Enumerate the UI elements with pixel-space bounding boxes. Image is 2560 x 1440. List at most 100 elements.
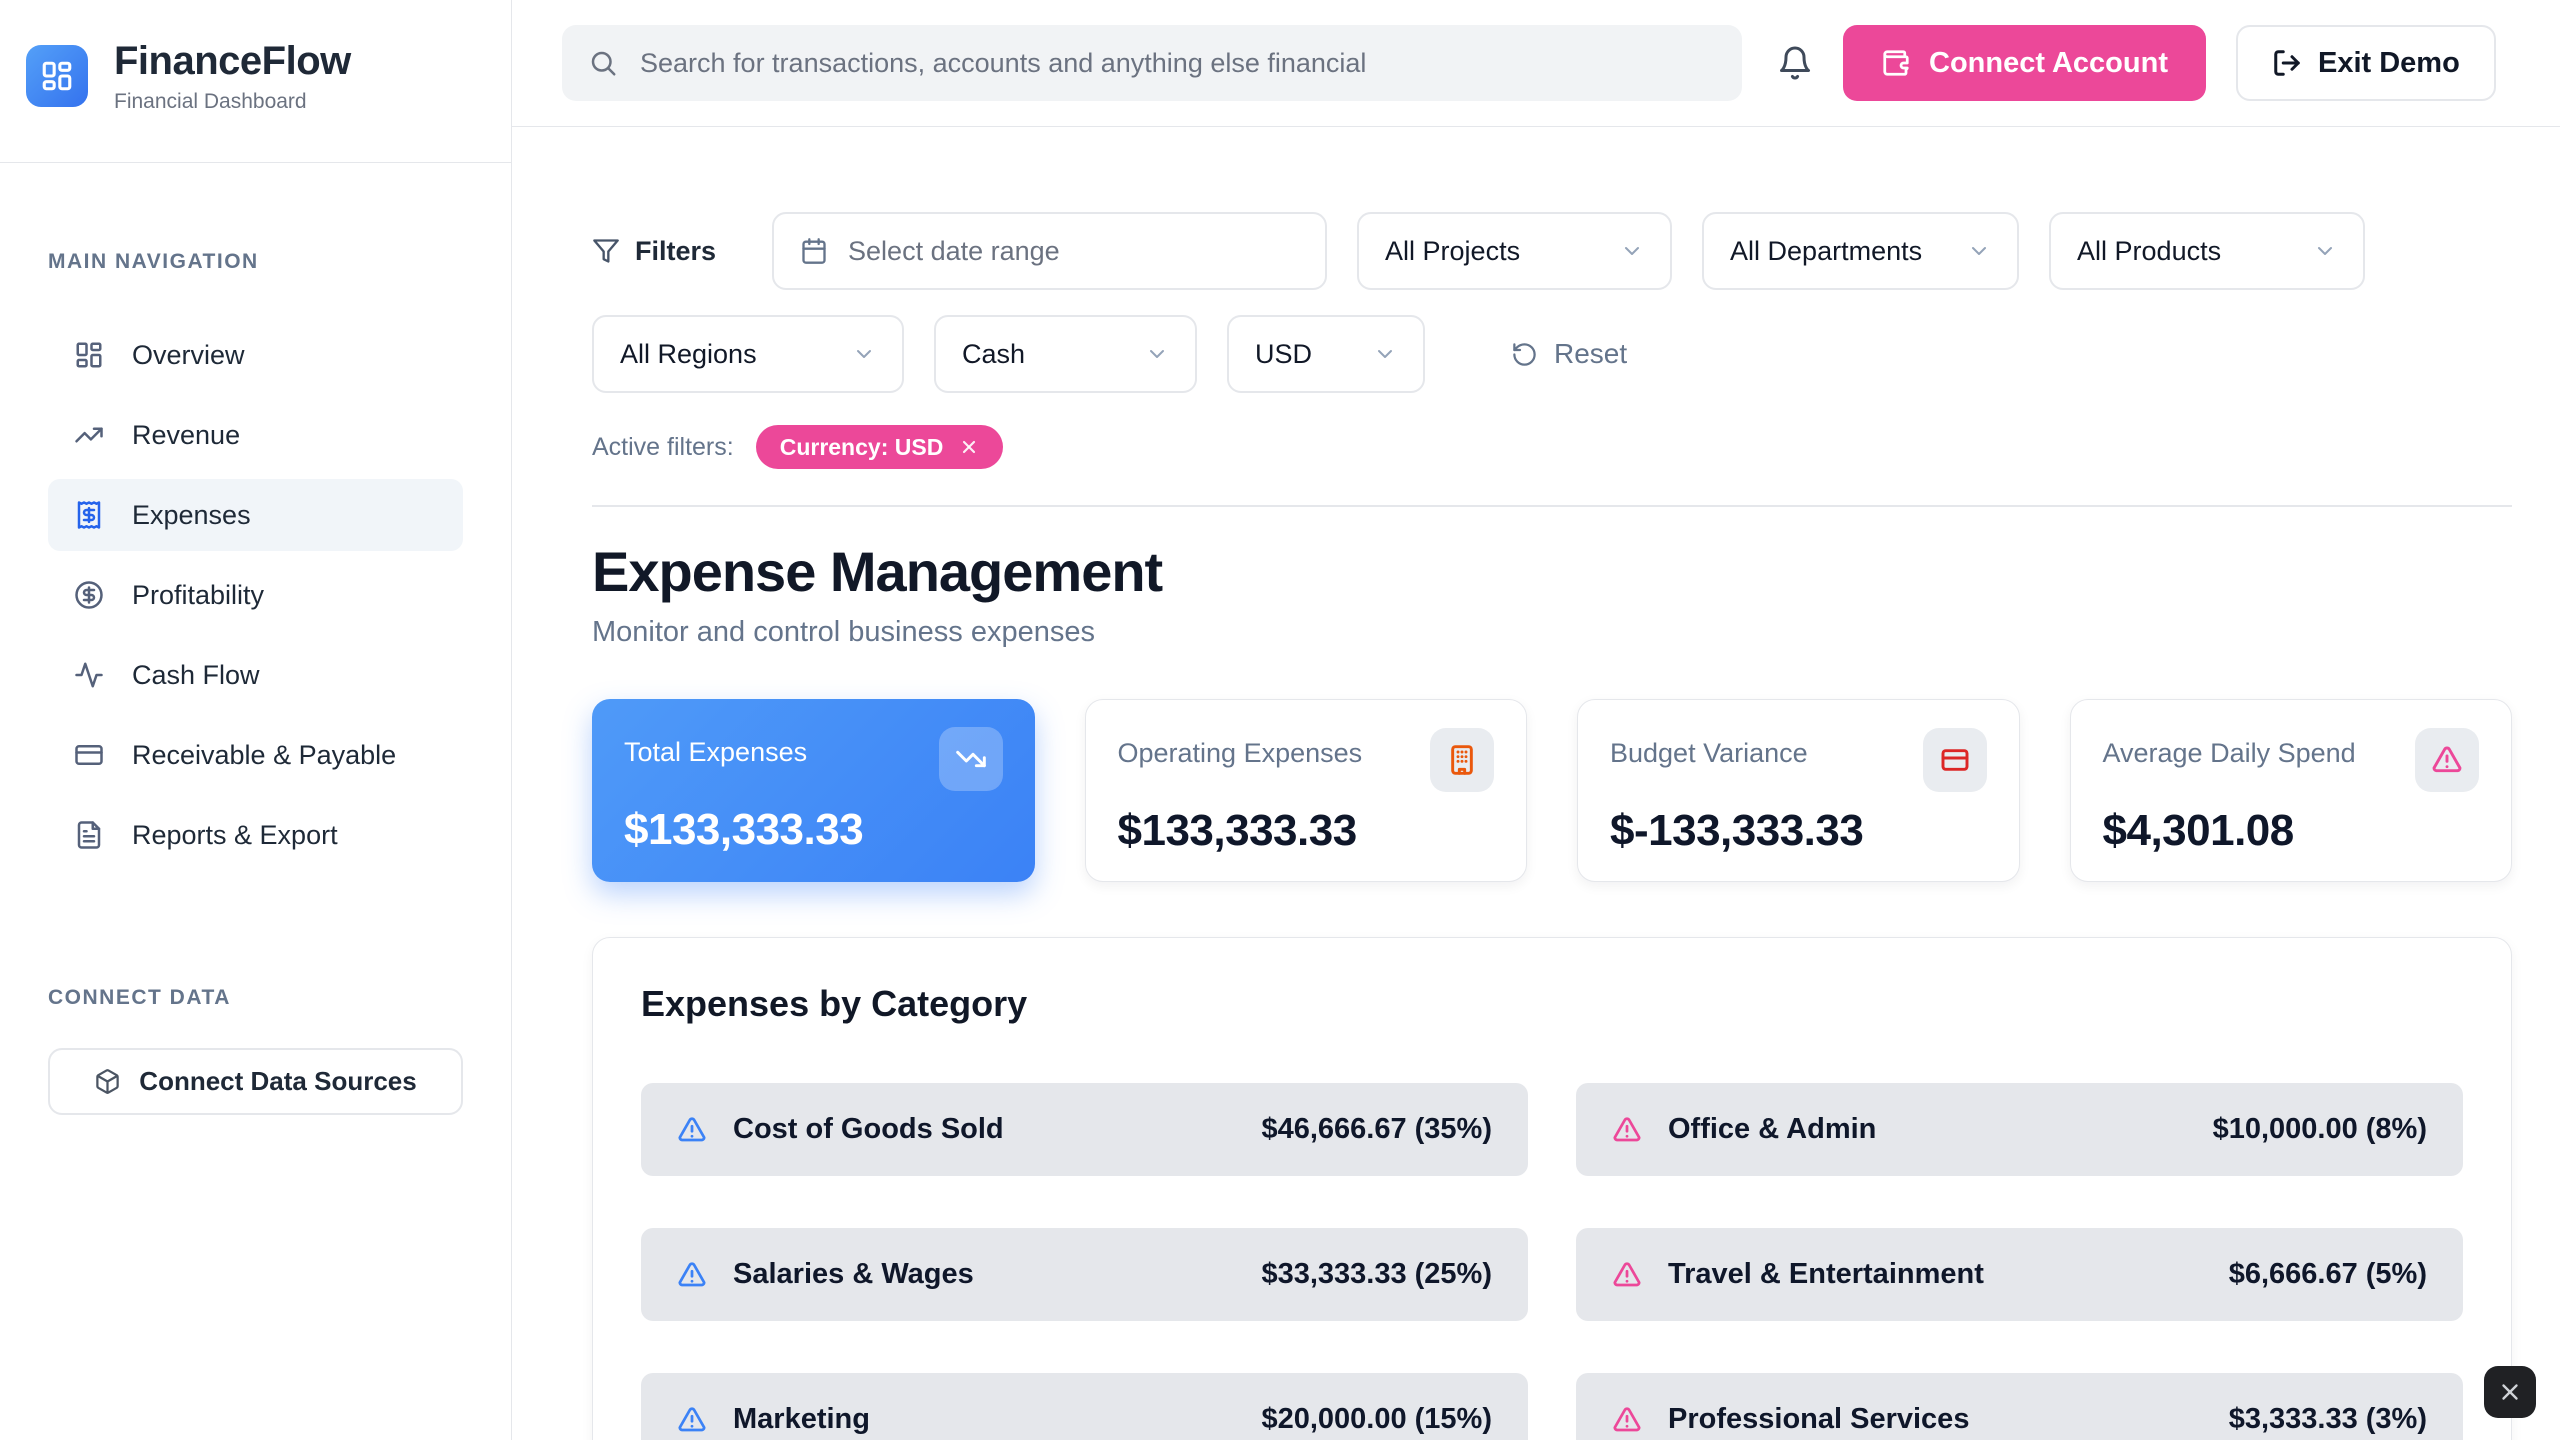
stat-card-budget-variance[interactable]: Budget Variance $-133,333.33 (1577, 699, 2020, 882)
receipt-icon (74, 500, 104, 530)
category-row-office-admin[interactable]: Office & Admin $10,000.00 (8%) (1576, 1083, 2463, 1176)
active-filter-chip-label: Currency: USD (779, 433, 944, 460)
payment-method-select-value: Cash (962, 338, 1026, 369)
departments-select[interactable]: All Departments (1702, 212, 2020, 290)
reset-label: Reset (1554, 338, 1628, 369)
package-icon (94, 1068, 121, 1095)
connect-account-label: Connect Account (1929, 46, 2168, 79)
sidebar-item-label: Overview (132, 339, 245, 370)
file-text-icon (74, 820, 104, 850)
calendar-icon (800, 237, 828, 265)
category-value: $46,666.67 (35%) (1261, 1113, 1492, 1145)
sidebar-item-cash-flow[interactable]: Cash Flow (48, 639, 463, 711)
products-select[interactable]: All Products (2049, 212, 2366, 290)
departments-select-value: All Departments (1730, 235, 1923, 266)
payment-method-select[interactable]: Cash (934, 315, 1197, 393)
category-name: Professional Services (1668, 1403, 1970, 1435)
regions-select[interactable]: All Regions (592, 315, 904, 393)
trending-down-icon (938, 727, 1003, 791)
layout-grid-icon (74, 340, 104, 370)
stat-card-label: Total Expenses (624, 737, 808, 767)
alert-triangle-icon (2415, 728, 2479, 792)
exit-demo-label: Exit Demo (2317, 46, 2460, 79)
category-value: $20,000.00 (15%) (1261, 1403, 1492, 1435)
sidebar-item-label: Profitability (132, 579, 265, 610)
sidebar-item-profitability[interactable]: Profitability (48, 559, 463, 631)
stat-card-value: $133,333.33 (624, 805, 864, 854)
category-row-travel-entertainment[interactable]: Travel & Entertainment $6,666.67 (5%) (1576, 1228, 2463, 1321)
building-icon (1430, 728, 1494, 792)
sidebar-item-reports-export[interactable]: Reports & Export (48, 799, 463, 871)
stat-card-value: $4,301.08 (2102, 806, 2295, 855)
page-subtitle: Monitor and control business expenses (592, 616, 1095, 648)
chevron-down-icon (852, 342, 876, 366)
circle-dollar-icon (74, 580, 104, 610)
chevron-down-icon (2313, 239, 2337, 263)
active-filters-row: Active filters: Currency: USD (592, 425, 2512, 469)
bell-icon[interactable] (1777, 45, 1813, 81)
stat-card-total-expenses[interactable]: Total Expenses $133,333.33 (592, 699, 1035, 882)
sidebar-item-receivable-payable[interactable]: Receivable & Payable (48, 719, 463, 791)
chevron-down-icon (1373, 342, 1397, 366)
stat-cards-row: Total Expenses $133,333.33 Operating Exp… (592, 699, 2512, 882)
date-range-picker[interactable]: Select date range (772, 212, 1328, 290)
credit-card-icon (1922, 728, 1987, 792)
category-name: Marketing (733, 1403, 870, 1435)
sidebar-item-label: Revenue (132, 419, 241, 450)
exit-demo-button[interactable]: Exit Demo (2235, 25, 2496, 101)
trending-up-icon (74, 420, 104, 450)
stat-card-label: Average Daily Spend (2102, 738, 2356, 768)
connect-data-sources-button[interactable]: Connect Data Sources (48, 1048, 463, 1115)
chevron-down-icon (1967, 239, 1991, 263)
category-name: Cost of Goods Sold (733, 1113, 1004, 1145)
close-icon (2497, 1379, 2523, 1405)
stat-card-operating-expenses[interactable]: Operating Expenses $133,333.33 (1084, 699, 1527, 882)
currency-select[interactable]: USD (1227, 315, 1425, 393)
search-input[interactable] (562, 25, 1742, 101)
main-navigation: Overview Revenue Expenses Profitability … (48, 319, 463, 871)
category-value: $6,666.67 (5%) (2228, 1258, 2427, 1290)
sidebar-item-label: Cash Flow (132, 659, 260, 690)
projects-select[interactable]: All Projects (1357, 212, 1673, 290)
brand-title: FinanceFlow (114, 38, 351, 83)
category-row-marketing[interactable]: Marketing $20,000.00 (15%) (641, 1373, 1528, 1440)
category-row-salaries-wages[interactable]: Salaries & Wages $33,333.33 (25%) (641, 1228, 1528, 1321)
date-range-placeholder: Select date range (848, 235, 1060, 266)
brand: FinanceFlow Financial Dashboard (0, 0, 511, 163)
sidebar-item-label: Reports & Export (132, 819, 338, 850)
overlay-close-button[interactable] (2484, 1366, 2536, 1418)
panel-title: Expenses by Category (641, 983, 1028, 1024)
stat-card-average-daily-spend[interactable]: Average Daily Spend $4,301.08 (2069, 699, 2512, 882)
page-title: Expense Management (592, 540, 1163, 603)
connect-data-section-title: CONNECT DATA (48, 986, 231, 1009)
rotate-ccw-icon (1511, 341, 1538, 368)
alert-triangle-icon (1612, 1405, 1642, 1435)
regions-select-value: All Regions (620, 338, 757, 369)
logout-icon (2272, 48, 2302, 78)
stat-card-label: Operating Expenses (1117, 738, 1363, 768)
chevron-down-icon (1145, 342, 1169, 366)
sidebar-item-label: Receivable & Payable (132, 739, 397, 770)
activity-icon (74, 660, 104, 690)
connect-account-button[interactable]: Connect Account (1843, 25, 2206, 101)
active-filters-label: Active filters: (592, 432, 734, 461)
stat-card-value: $-133,333.33 (1610, 806, 1864, 855)
sidebar: FinanceFlow Financial Dashboard MAIN NAV… (0, 0, 512, 1440)
alert-triangle-icon (677, 1405, 707, 1435)
credit-card-icon (74, 740, 104, 770)
sidebar-item-expenses[interactable]: Expenses (48, 479, 463, 551)
alert-triangle-icon (677, 1115, 707, 1145)
close-icon[interactable] (959, 437, 979, 457)
filters-row-2: All Regions Cash USD Reset (592, 315, 2512, 393)
filters-row-1: Filters Select date range All Projects A… (592, 212, 2512, 290)
active-filter-chip-currency[interactable]: Currency: USD (755, 425, 1004, 469)
brand-subtitle: Financial Dashboard (114, 89, 307, 113)
chevron-down-icon (1620, 239, 1644, 263)
products-select-value: All Products (2077, 235, 2222, 266)
category-row-professional-services[interactable]: Professional Services $3,333.33 (3%) (1576, 1373, 2463, 1440)
category-row-cost-of-goods-sold[interactable]: Cost of Goods Sold $46,666.67 (35%) (641, 1083, 1528, 1176)
sidebar-item-overview[interactable]: Overview (48, 319, 463, 391)
reset-filters-button[interactable]: Reset (1511, 338, 1627, 370)
alert-triangle-icon (1612, 1260, 1642, 1290)
sidebar-item-revenue[interactable]: Revenue (48, 399, 463, 471)
